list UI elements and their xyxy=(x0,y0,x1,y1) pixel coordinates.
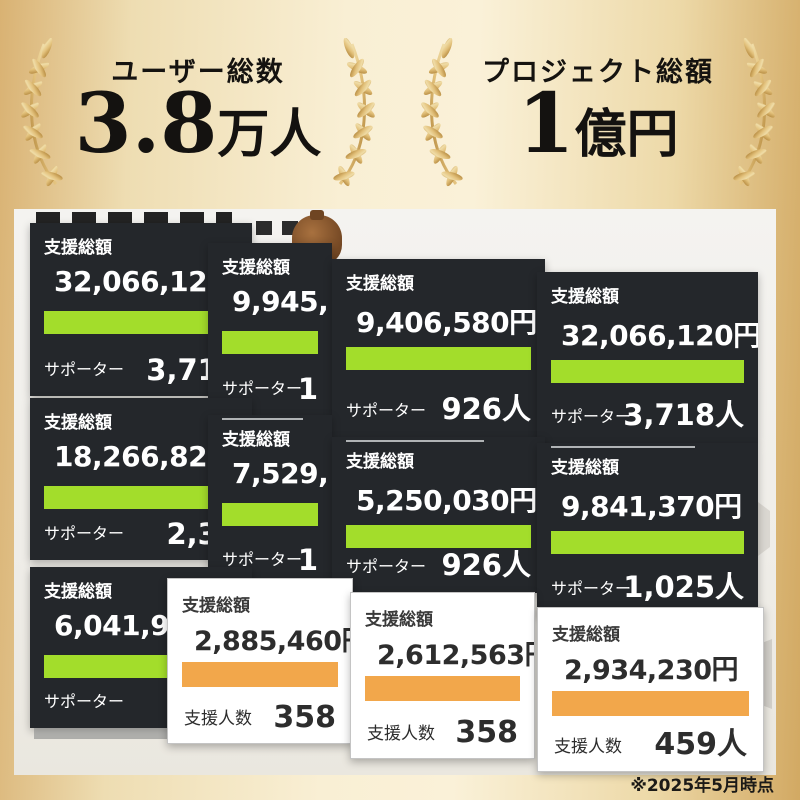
count-value: 358 xyxy=(273,700,336,735)
users-total-value: 3.8万人 xyxy=(74,76,322,172)
amount-label: 支援総額 xyxy=(346,274,414,294)
card-divider xyxy=(551,446,695,448)
amount-value: 32,066,120円 xyxy=(561,319,758,352)
amount-label: 支援総額 xyxy=(222,430,290,450)
count-value: 926人 xyxy=(441,548,531,582)
count-label: サポーター xyxy=(222,550,303,569)
amount-value: 2,885,460円 xyxy=(194,626,353,657)
count-label: サポーター xyxy=(551,407,632,426)
card-divider xyxy=(222,418,303,420)
count-label: 支援人数 xyxy=(184,709,252,729)
as-of-date-note: ※2025年5月時点 xyxy=(630,776,774,796)
project-total-title: プロジェクト総額 xyxy=(482,57,714,88)
amount-label: 支援総額 xyxy=(44,413,112,433)
count-value: 926人 xyxy=(441,392,531,426)
amount-value: 32,066,120 xyxy=(54,265,227,298)
progress-bar xyxy=(182,662,338,687)
amount-value: 2,934,230円 xyxy=(564,655,739,686)
stat-card-dark: 支援総額 5,250,030円 サポーター 926人 xyxy=(332,437,545,593)
amount-label: 支援総額 xyxy=(551,287,619,307)
amount-value: 9,841,370円 xyxy=(561,490,742,523)
amount-label: 支援総額 xyxy=(222,258,290,278)
background-shape xyxy=(754,499,770,559)
stat-card-white: 支援総額 2,934,230円 支援人数 459人 xyxy=(537,607,764,772)
amount-value: 2,612,563円 xyxy=(377,640,535,671)
count-value: 459人 xyxy=(654,727,747,762)
users-total-title: ユーザー総数 xyxy=(111,57,285,88)
project-total-value: 1億円 xyxy=(517,76,679,172)
amount-label: 支援総額 xyxy=(44,238,112,258)
count-value: 1,025人 xyxy=(623,570,744,604)
count-value: 1 xyxy=(297,372,318,406)
progress-bar xyxy=(551,531,744,554)
progress-bar xyxy=(222,503,318,526)
amount-label: 支援総額 xyxy=(551,458,619,478)
count-label: サポーター xyxy=(44,360,125,379)
stat-card-white: 支援総額 2,885,460円 支援人数 358 xyxy=(167,578,353,744)
amount-value: 18,266,820 xyxy=(54,440,227,473)
progress-bar xyxy=(44,311,238,334)
stat-card-white: 支援総額 2,612,563円 支援人数 358 xyxy=(350,592,535,759)
amount-label: 支援総額 xyxy=(346,452,414,472)
count-label: サポーター xyxy=(346,401,427,420)
amount-value: 9,945, xyxy=(232,285,329,318)
progress-bar xyxy=(365,676,520,701)
stat-card-dark: 支援総額 7,529, サポーター 1 xyxy=(208,415,332,586)
amount-label: 支援総額 xyxy=(44,582,112,602)
progress-bar xyxy=(552,691,749,716)
stat-card-dark: 支援総額 9,406,580円 サポーター 926人 xyxy=(332,259,545,437)
amount-value: 7,529, xyxy=(232,457,329,490)
count-label: サポーター xyxy=(44,524,125,543)
progress-bar xyxy=(346,525,531,548)
amount-label: 支援総額 xyxy=(182,596,250,616)
amount-label: 支援総額 xyxy=(365,610,433,630)
count-value: 358 xyxy=(455,715,518,750)
stat-card-dark: 支援総額 9,841,370円 サポーター 1,025人 xyxy=(537,443,758,615)
count-label: 支援人数 xyxy=(554,737,622,757)
progress-bar xyxy=(222,331,318,354)
count-label: サポーター xyxy=(551,579,632,598)
count-label: サポーター xyxy=(346,557,427,576)
count-label: サポーター xyxy=(44,692,125,711)
progress-bar xyxy=(44,486,238,509)
header-project-total: プロジェクト総額 1億円 xyxy=(417,28,779,198)
progress-bar xyxy=(346,347,531,370)
amount-value: 6,041,9 xyxy=(54,609,170,642)
count-label: 支援人数 xyxy=(367,724,435,744)
progress-bar xyxy=(551,360,744,383)
amount-value: 9,406,580円 xyxy=(356,306,537,339)
card-divider xyxy=(346,440,485,442)
amount-label: 支援総額 xyxy=(552,625,620,645)
count-label: サポーター xyxy=(222,379,303,398)
header-users-total: ユーザー総数 3.8万人 xyxy=(17,28,379,198)
stat-card-dark: 支援総額 9,945, サポーター 1 xyxy=(208,243,332,415)
count-value: 3,718人 xyxy=(623,398,744,432)
stat-card-dark: 支援総額 32,066,120円 サポーター 3,718人 xyxy=(537,272,758,443)
background-title-fragment xyxy=(36,212,232,224)
amount-value: 5,250,030円 xyxy=(356,484,537,517)
count-value: 1 xyxy=(297,543,318,577)
